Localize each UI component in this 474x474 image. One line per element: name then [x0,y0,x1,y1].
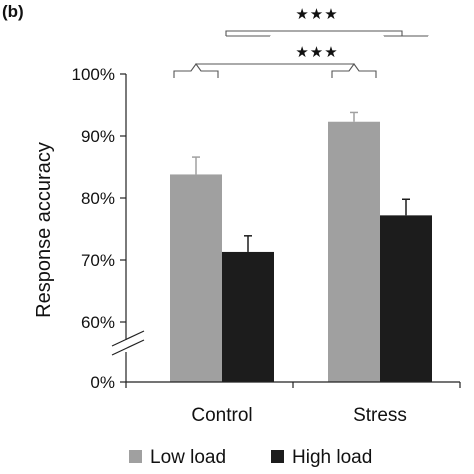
sig-subbracket [173,63,219,78]
y-tick-label: 70% [81,251,115,270]
y-tick-label: 90% [81,127,115,146]
legend-swatch [271,450,284,463]
y-tick-label: 100% [72,65,115,84]
sig-subbracket [331,63,377,78]
bar [380,215,432,382]
bar [222,251,274,382]
legend-label: Low load [150,447,226,468]
legend: Low load High load [129,447,372,468]
legend-label: High load [292,447,372,468]
significance-stars: ★★★ [295,44,338,61]
significance-brackets: ★★★ ★★★ [173,6,429,78]
legend-swatch [129,450,142,463]
x-category-label: Stress [353,405,407,426]
significance-stars: ★★★ [295,6,338,23]
y-tick-label: 80% [81,189,115,208]
bars-group [170,111,432,383]
x-category-label: Control [191,405,252,426]
y-axis-title: Response accuracy [33,142,55,318]
y-tick-label-zero: 0% [90,373,115,392]
y-tick-label: 60% [81,313,115,332]
axis-break-mark [111,330,145,347]
bar [170,174,222,382]
bar [328,121,380,383]
x-axis: Control Stress [125,381,461,426]
sig-bracket [225,30,403,36]
panel-label: (b) [2,2,24,21]
y-axis: 60% 70% 80% 90% 100% 0% [72,65,145,392]
axis-break-mark [111,339,145,356]
